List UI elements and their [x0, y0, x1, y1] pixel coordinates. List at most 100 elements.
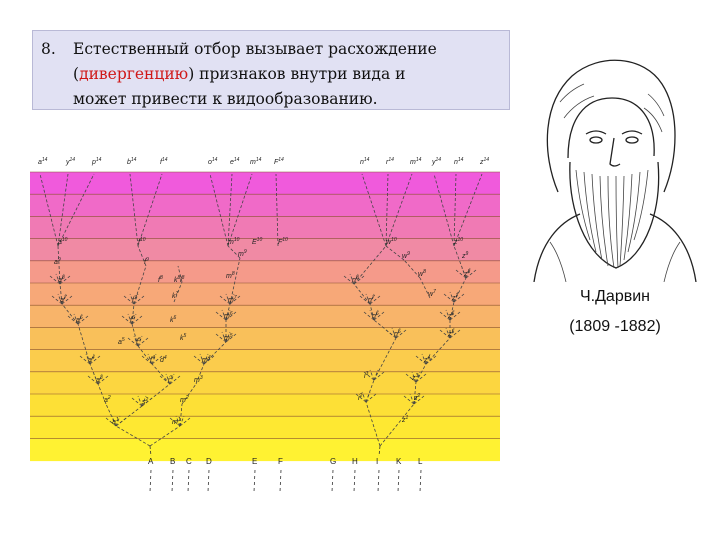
twig-line — [385, 329, 397, 339]
inner-label: z9 — [461, 251, 469, 260]
generation-band — [30, 349, 500, 373]
lineage-line — [353, 283, 371, 305]
bottom-lines — [149, 469, 422, 493]
top-label: p14 — [91, 157, 102, 166]
twig-line — [449, 327, 455, 339]
generation-band — [30, 194, 500, 217]
twig-line — [363, 311, 375, 321]
inner-label: n8 — [352, 275, 359, 284]
twig-line — [105, 417, 117, 427]
ancestor-stem — [353, 469, 356, 493]
branch-line — [275, 173, 279, 247]
inner-label: m2 — [180, 395, 189, 404]
twig-line — [169, 375, 181, 385]
inner-label: a8 — [58, 275, 65, 284]
twig-line — [175, 415, 181, 427]
twig-line — [439, 329, 451, 339]
generation-band — [30, 438, 500, 462]
inner-label: d4 — [160, 355, 167, 364]
top-label: b14 — [127, 157, 137, 166]
twig-line — [391, 327, 397, 339]
twig-line — [449, 329, 461, 339]
twig-line — [355, 393, 367, 403]
twig-line — [165, 373, 171, 385]
lineage-line — [173, 281, 183, 303]
inner-label: w7 — [428, 289, 436, 298]
lineage-line — [195, 363, 205, 385]
ancestor-stem — [377, 469, 380, 493]
ancestor-stem — [419, 469, 422, 493]
twig-line — [365, 391, 371, 403]
branch-lines — [39, 173, 483, 457]
twig-line — [89, 355, 101, 365]
twig-line — [131, 315, 143, 325]
twig-line — [97, 373, 103, 385]
branch-line — [453, 173, 483, 247]
lineage-line — [133, 265, 147, 305]
lineage-line — [415, 363, 427, 383]
twig-line — [361, 391, 367, 403]
twig-line — [453, 291, 459, 303]
generation-band — [30, 238, 500, 262]
lineage-line — [453, 277, 467, 303]
mid-label: z10 — [453, 237, 463, 246]
inner-label: f9 — [144, 257, 149, 266]
twig-line — [413, 395, 425, 405]
generation-band — [30, 371, 500, 395]
inner-label: a9 — [54, 257, 61, 266]
twig-line — [353, 275, 365, 285]
twig-line — [449, 311, 461, 321]
statement-text: Естественный отбор вызывает расхождение … — [73, 37, 499, 112]
lineage-line — [379, 403, 415, 447]
branch-line — [361, 173, 387, 247]
portrait-caption-years: (1809 -1882) — [569, 318, 661, 335]
ancestor-stem — [171, 469, 174, 493]
generation-band — [30, 172, 500, 195]
lineage-line — [179, 403, 183, 427]
lineage-line — [385, 245, 405, 261]
inner-label: w9 — [402, 251, 410, 260]
twig-line — [369, 293, 375, 305]
twig-line — [219, 295, 231, 305]
inner-label: s2 — [142, 397, 149, 406]
twig-line — [445, 309, 451, 321]
twig-line — [129, 293, 135, 305]
mid-label: m10 — [228, 237, 240, 246]
top-label: F14 — [274, 157, 284, 166]
twig-line — [115, 415, 121, 427]
twig-line — [365, 393, 377, 403]
branch-line — [453, 173, 457, 247]
ancestor-stem — [279, 469, 282, 493]
twig-line — [225, 331, 231, 343]
inner-label: f6 — [130, 315, 135, 324]
lineage-line — [115, 425, 151, 447]
bottom-label: E — [252, 457, 257, 466]
inner-label: n6 — [372, 311, 379, 320]
inner-label: a4 — [88, 355, 95, 364]
statement-line-1: Естественный отбор вызывает расхождение — [73, 40, 437, 58]
inner-label: f8 — [158, 275, 163, 284]
branch-line — [227, 173, 253, 247]
twig-line — [49, 275, 61, 285]
inner-label: n7 — [368, 295, 375, 304]
twig-line — [141, 397, 153, 407]
inner-label: m8 — [226, 271, 235, 280]
twig-line — [169, 373, 175, 385]
twig-line — [151, 355, 163, 365]
twig-line — [131, 313, 137, 325]
inner-label: m9 — [238, 249, 247, 258]
generation-band — [30, 327, 500, 351]
twig-line — [87, 375, 99, 385]
twig-line — [79, 355, 91, 365]
inner-label: z1 — [401, 415, 409, 424]
twig-line — [461, 267, 467, 279]
bottom-label: D — [206, 457, 212, 466]
mid-label: f10 — [138, 237, 146, 246]
twig-line — [137, 337, 149, 347]
branch-line — [137, 173, 163, 247]
twig-line — [465, 269, 477, 279]
lineage-line — [413, 381, 417, 405]
twig-line — [85, 353, 91, 365]
lineage-line — [419, 277, 431, 299]
lineage-line — [227, 245, 241, 259]
